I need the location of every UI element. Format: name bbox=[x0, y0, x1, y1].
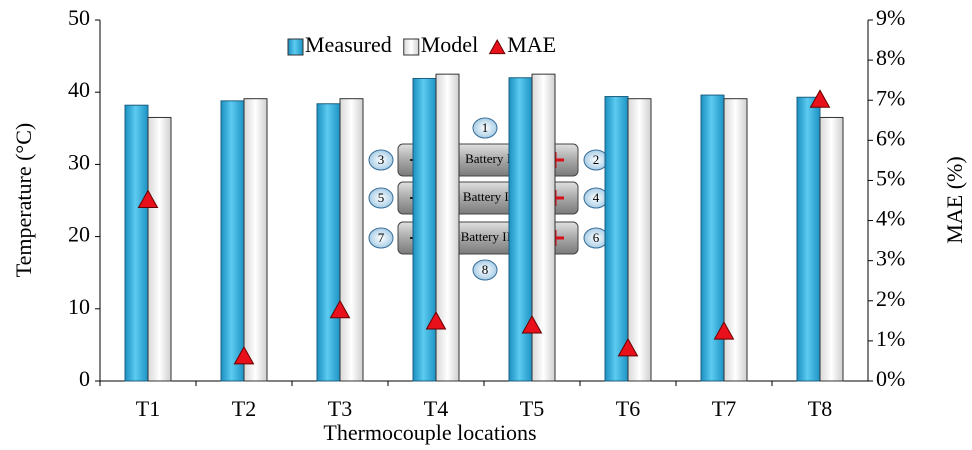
bar bbox=[531, 73, 556, 382]
bar bbox=[819, 116, 844, 382]
marker bbox=[521, 315, 543, 334]
legend-swatch bbox=[287, 38, 304, 56]
y2-tick-label: 6% bbox=[876, 125, 905, 150]
x-tick-label: T1 bbox=[136, 396, 160, 421]
x-axis-title: Thermocouple locations bbox=[323, 420, 536, 445]
legend-swatch bbox=[488, 38, 506, 55]
y-tick-label: 20 bbox=[68, 222, 90, 247]
bar bbox=[796, 96, 821, 382]
y-tick-label: 50 bbox=[68, 5, 90, 30]
marker bbox=[329, 299, 351, 319]
terminal-label: 6 bbox=[593, 230, 600, 245]
x-tick-label: T6 bbox=[616, 396, 640, 421]
y-tick-label: 30 bbox=[68, 149, 90, 174]
y2-tick-label: 1% bbox=[876, 326, 905, 351]
battery-label: Battery I bbox=[465, 151, 511, 166]
legend-label: MAE bbox=[507, 32, 556, 57]
marker bbox=[713, 321, 735, 340]
bar bbox=[147, 116, 172, 382]
legend-label: Measured bbox=[305, 32, 392, 57]
marker bbox=[233, 345, 255, 365]
y2-tick-label: 2% bbox=[876, 286, 905, 311]
bar bbox=[723, 98, 748, 382]
terminal-label: 7 bbox=[378, 230, 385, 245]
marker bbox=[617, 337, 639, 357]
y2-axis-title: MAE (%) bbox=[942, 156, 967, 243]
legend-swatch bbox=[403, 38, 420, 56]
bar bbox=[339, 98, 364, 382]
y2-tick-label: 0% bbox=[876, 366, 905, 391]
y2-tick-label: 8% bbox=[876, 45, 905, 70]
terminal bbox=[368, 149, 394, 171]
terminal-label: 8 bbox=[482, 262, 489, 277]
bar bbox=[220, 100, 245, 382]
bar bbox=[604, 96, 629, 382]
y2-tick-label: 7% bbox=[876, 85, 905, 110]
y-tick-label: 0 bbox=[79, 366, 90, 391]
battery-inset: Battery I Battery II Battery III 1 2 3 4 5 6 7 8 bbox=[368, 117, 609, 281]
bar bbox=[243, 98, 268, 382]
battery-label: Battery III bbox=[461, 229, 516, 244]
y-axis-title: Temperature (°C) bbox=[11, 123, 36, 277]
terminal-label: 1 bbox=[482, 120, 489, 135]
marker bbox=[809, 89, 831, 108]
terminal bbox=[368, 187, 394, 209]
x-tick-label: T7 bbox=[712, 396, 736, 421]
x-tick-label: T4 bbox=[424, 396, 448, 421]
battery-label: Battery II bbox=[463, 189, 513, 204]
bar bbox=[627, 98, 652, 382]
bar bbox=[124, 104, 149, 382]
bar bbox=[435, 73, 460, 382]
x-tick-label: T5 bbox=[520, 396, 544, 421]
bar bbox=[316, 103, 341, 382]
terminal-label: 4 bbox=[593, 190, 600, 205]
bar bbox=[412, 77, 437, 382]
y2-tick-label: 4% bbox=[876, 206, 905, 231]
terminal bbox=[472, 259, 498, 281]
bar bbox=[508, 77, 533, 382]
x-tick-label: T2 bbox=[232, 396, 256, 421]
terminal bbox=[368, 227, 394, 249]
y2-tick-label: 3% bbox=[876, 246, 905, 271]
y2-tick-label: 5% bbox=[876, 165, 905, 190]
terminal-label: 3 bbox=[378, 152, 385, 167]
legend-label: Model bbox=[421, 32, 478, 57]
terminal-label: 5 bbox=[378, 190, 385, 205]
terminal-label: 2 bbox=[593, 152, 600, 167]
y2-tick-label: 9% bbox=[876, 5, 905, 30]
y-tick-label: 40 bbox=[68, 77, 90, 102]
marker bbox=[425, 311, 447, 330]
terminal bbox=[472, 117, 498, 139]
y-tick-label: 10 bbox=[68, 294, 90, 319]
marker bbox=[137, 189, 159, 208]
x-tick-label: T8 bbox=[808, 396, 832, 421]
x-tick-label: T3 bbox=[328, 396, 352, 421]
